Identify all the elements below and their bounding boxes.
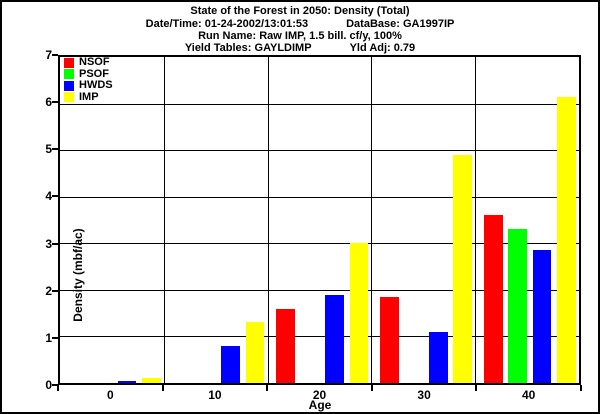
bar-imp-age-20: [349, 243, 369, 383]
bar-hwds-age-20: [325, 294, 344, 383]
bar-nsof-age-40: [484, 215, 503, 383]
header-line-4: Yield Tables: GAYLDIMP Yld Adj: 0.79: [2, 42, 598, 54]
legend-swatch-imp: [64, 92, 74, 103]
legend-swatch-psof: [64, 69, 74, 80]
legend-label-psof: PSOF: [79, 67, 109, 80]
y-axis-tick: [52, 336, 58, 339]
y-tick-label: 5: [45, 142, 52, 157]
x-tick-label: 0: [106, 388, 114, 402]
y-axis-tick: [52, 195, 58, 198]
gridline-horizontal: [60, 336, 579, 338]
bar-psof-age-40: [508, 229, 528, 383]
y-axis-label: Density (mbf/ac): [71, 228, 85, 322]
legend-swatch-nsof: [64, 57, 74, 68]
x-axis-tick: [57, 385, 59, 391]
bar-hwds-age-40: [532, 250, 552, 383]
x-tick-label: 30: [417, 388, 431, 402]
legend-label-hwds: HWDS: [79, 79, 113, 92]
x-axis-tick: [370, 385, 373, 391]
gridline-horizontal: [60, 289, 579, 291]
gridline-vertical: [163, 57, 165, 383]
gridline-horizontal: [60, 243, 579, 245]
database-text: DataBase: GA1997IP: [346, 18, 455, 30]
legend-item-nsof: NSOF: [64, 57, 113, 69]
plot-area: NSOF PSOF HWDS IMP Density (mbf/ac): [58, 55, 581, 385]
y-axis-tick: [52, 54, 58, 56]
yield-adj-text: Yld Adj: 0.79: [349, 42, 416, 54]
bar-imp-age-0: [142, 378, 161, 383]
legend: NSOF PSOF HWDS IMP: [64, 57, 113, 103]
y-tick-label: 6: [45, 95, 52, 110]
gridline-vertical: [371, 57, 373, 383]
bar-nsof-age-20: [276, 308, 296, 383]
yield-tables-text: Yield Tables: GAYLDIMP: [184, 42, 312, 54]
y-tick-label: 3: [45, 236, 52, 251]
legend-item-hwds: HWDS: [64, 80, 113, 92]
y-tick-label: 0: [45, 378, 52, 392]
x-axis-tick: [161, 385, 164, 391]
y-axis-tick: [52, 242, 58, 245]
gridline-horizontal: [60, 196, 579, 198]
bar-hwds-age-30: [429, 331, 448, 383]
bar-hwds-age-0: [117, 380, 137, 383]
y-axis-tick: [52, 101, 58, 104]
date-time-text: Date/Time: 01-24-2002/13:01:53: [145, 18, 309, 30]
bar-imp-age-30: [453, 154, 473, 383]
y-tick-label: 7: [45, 48, 52, 62]
x-axis-tick: [266, 385, 269, 391]
legend-item-psof: PSOF: [64, 67, 113, 81]
bar-imp-age-40: [557, 96, 576, 383]
y-tick-label: 2: [45, 283, 52, 298]
gridline-vertical: [475, 57, 477, 383]
header-line-2: Date/Time: 01-24-2002/13:01:53 DataBase:…: [2, 18, 598, 30]
bar-hwds-age-10: [221, 345, 241, 383]
y-tick-label: 1: [45, 330, 52, 345]
legend-label-nsof: NSOF: [79, 56, 110, 69]
y-axis-tick: [52, 148, 58, 151]
gridline-horizontal: [60, 150, 579, 152]
gridline-vertical: [267, 57, 269, 383]
legend-item-imp: IMP: [64, 90, 113, 104]
run-name-text: Run Name: Raw IMP, 1.5 bill. cf/y, 100%: [198, 30, 402, 42]
bar-nsof-age-30: [380, 296, 399, 383]
legend-label-imp: IMP: [79, 90, 99, 103]
y-axis-tick: [52, 384, 58, 386]
x-tick-label: 10: [208, 388, 222, 402]
x-axis-tick: [475, 385, 478, 391]
bar-imp-age-10: [245, 322, 265, 383]
x-tick-label: 40: [522, 388, 536, 402]
y-tick-label: 4: [45, 189, 52, 204]
legend-swatch-hwds: [64, 80, 74, 91]
chart-title: State of the Forest in 2050: Density (To…: [190, 5, 410, 17]
gridline-horizontal: [60, 103, 579, 105]
y-axis-tick: [52, 289, 58, 292]
x-tick-label: 20: [312, 388, 327, 402]
x-axis-label: Age: [308, 398, 332, 412]
x-axis-tick: [580, 385, 582, 391]
